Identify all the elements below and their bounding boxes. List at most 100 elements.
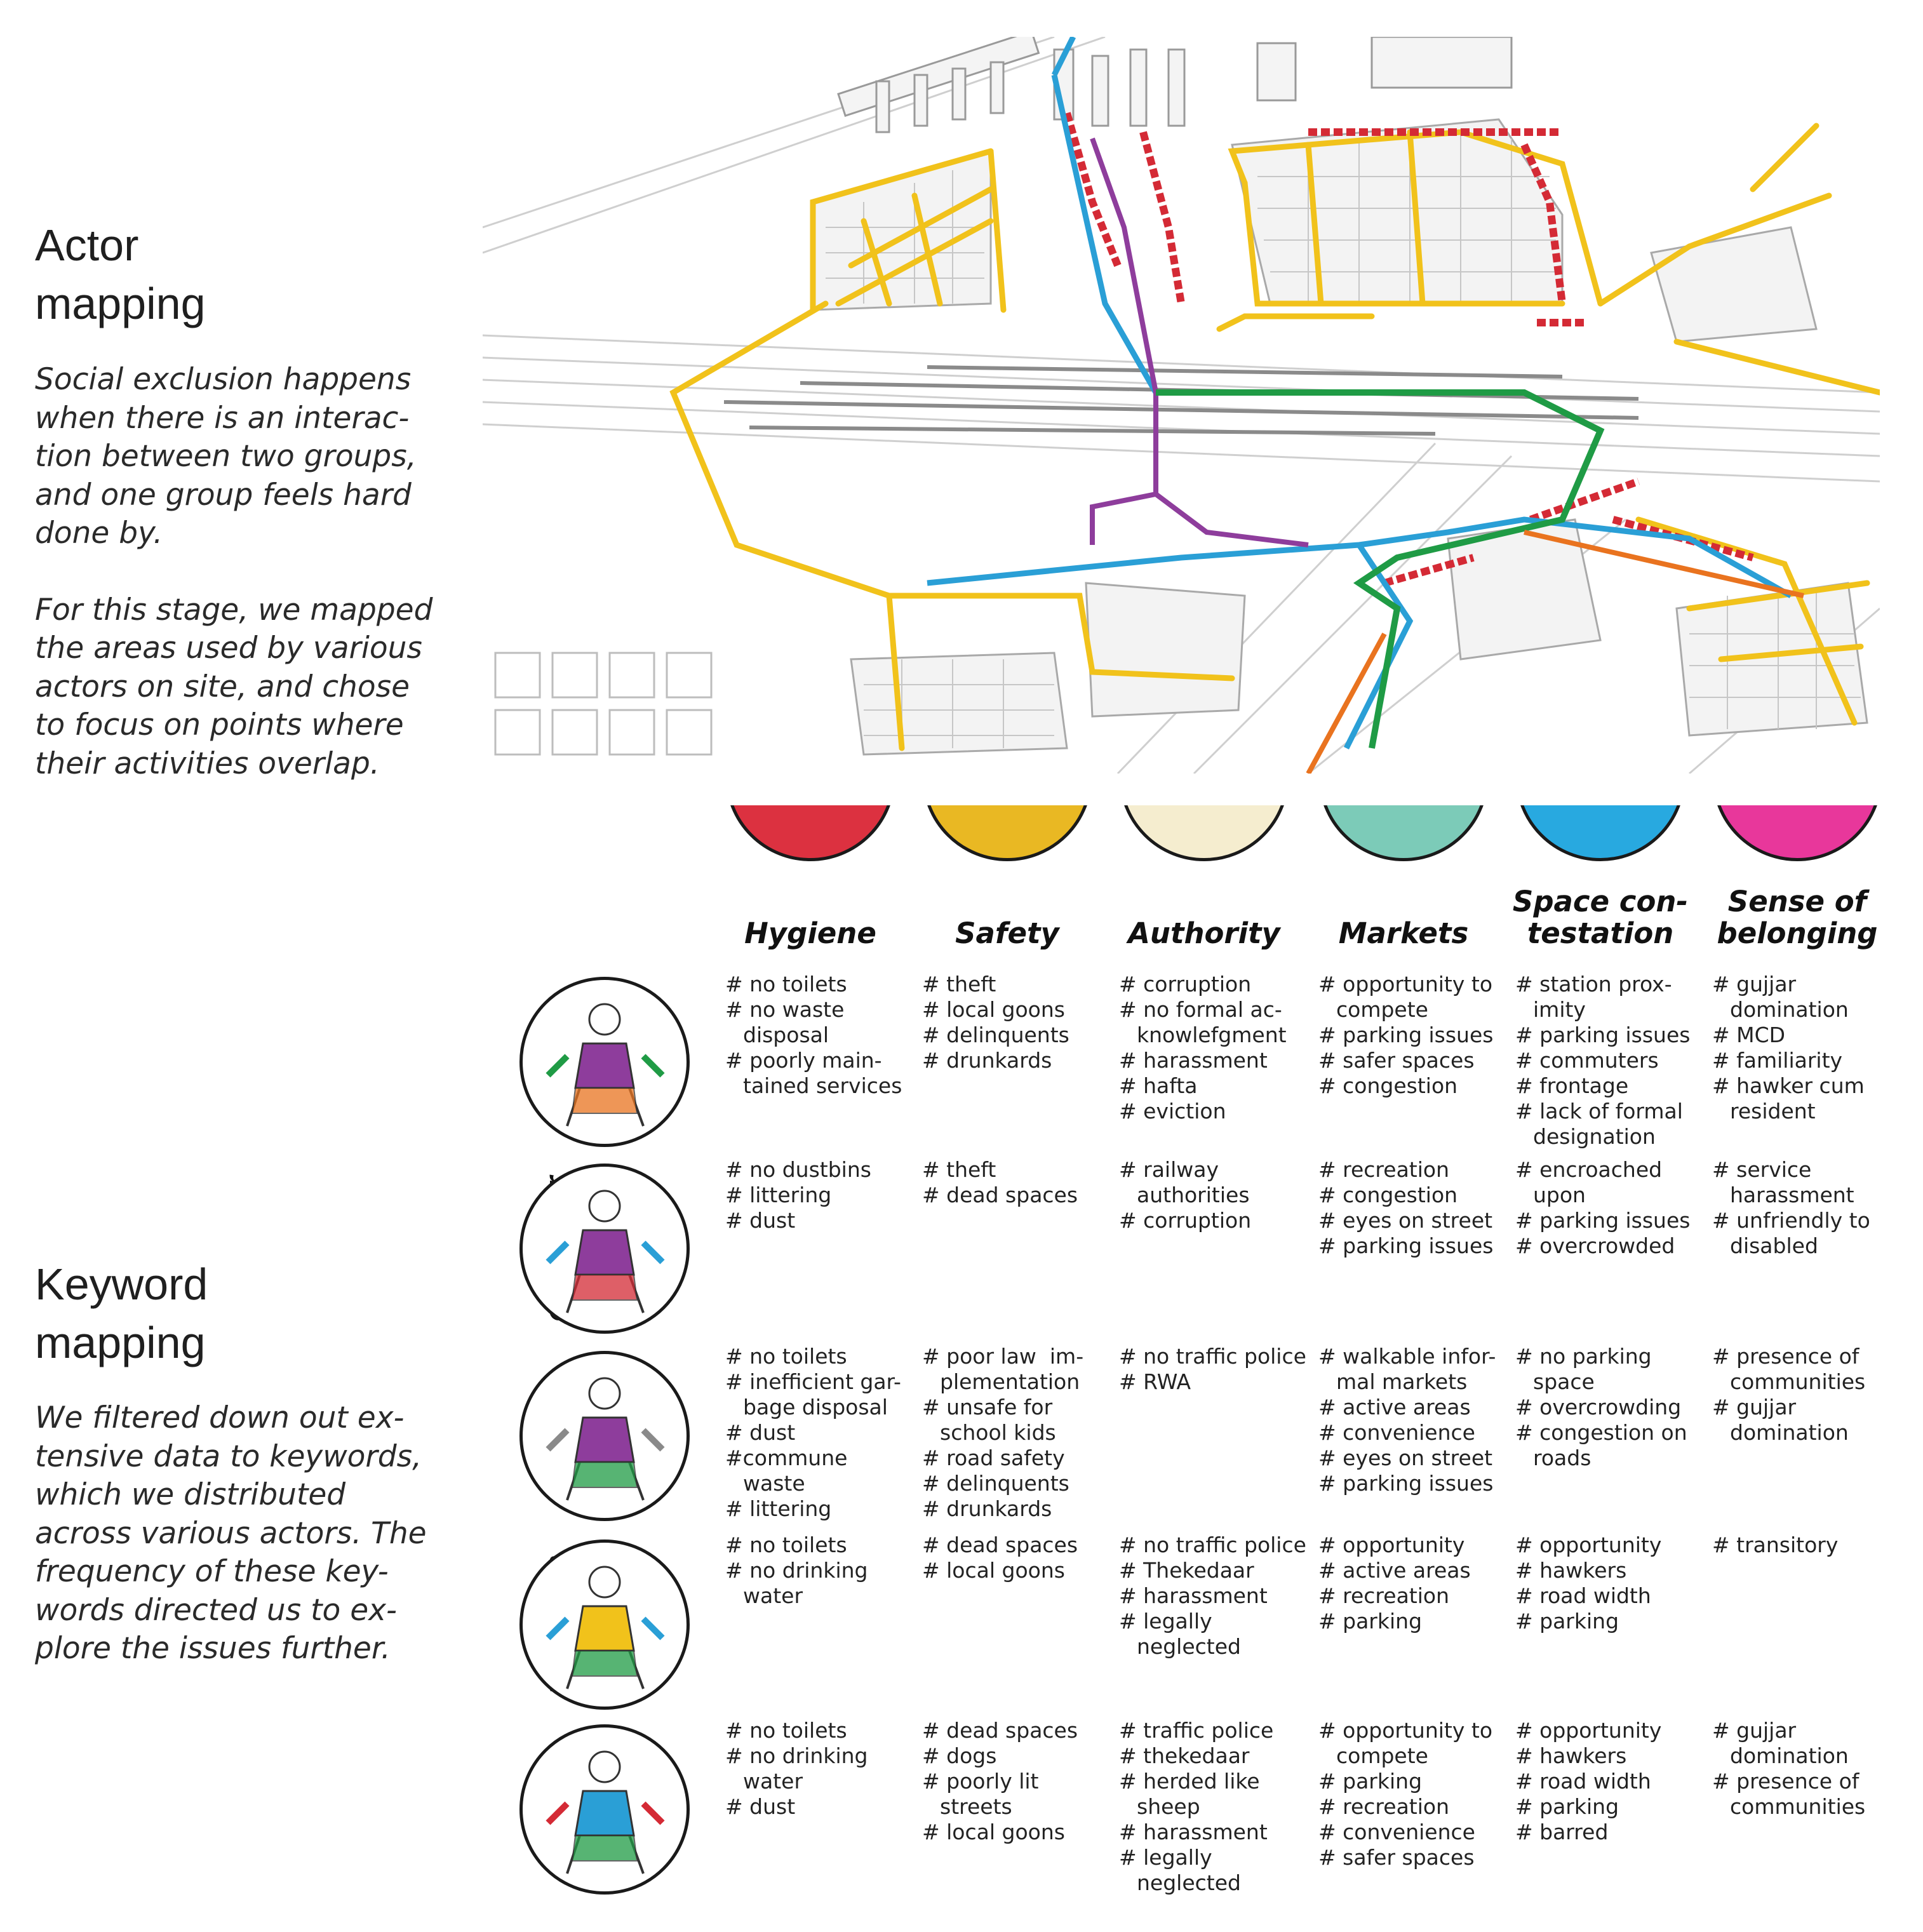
keyword-cell-commuter-3: # recreation # congestion # eyes on street… — [1318, 1157, 1509, 1259]
keyword-cell-commuter-0: # no dustbins # littering # dust — [725, 1157, 916, 1233]
keyword-cell-resident-0: # no toilets # inefficient gar-bage dispo… — [725, 1344, 916, 1522]
keyword-item: # theft — [922, 1157, 996, 1182]
keyword-cell-autowalla-4: # opportunity # hawkers # road width # park… — [1515, 1533, 1706, 1634]
keyword-para-1: We filtered down out ex-tensive data to … — [35, 1400, 427, 1666]
keyword-cell-rickshaw-3: # opportunity to compete # parking # recre… — [1318, 1718, 1509, 1870]
keyword-item: # poorly lit streets — [922, 1769, 1045, 1819]
keyword-item: # eyes on street — [1318, 1446, 1493, 1470]
keyword-cell-resident-4: # no parking space # overcrowding # conges… — [1515, 1344, 1706, 1471]
keyword-item: # road width — [1515, 1583, 1651, 1608]
keyword-mapping-description: We filtered down out ex-tensive data to … — [35, 1399, 441, 1707]
keyword-item: # transitory — [1712, 1533, 1839, 1557]
keyword-item: # service harassment — [1712, 1157, 1854, 1207]
category-circle — [922, 805, 1092, 861]
keyword-item: # no toilets — [725, 972, 847, 996]
keyword-item: # delinquents — [922, 1023, 1069, 1047]
keyword-item: # overcrowding — [1515, 1395, 1682, 1419]
keyword-item: # dust — [725, 1794, 796, 1819]
actor-portrait-autowalla — [519, 1540, 690, 1710]
actor-figure-icon — [546, 1003, 665, 1127]
category-swatch-3 — [1318, 805, 1489, 861]
orange-route — [1306, 530, 1804, 774]
keyword-item: # congestion — [1318, 1183, 1458, 1207]
actor-figure-icon — [546, 1566, 665, 1689]
keyword-item: # local goons — [922, 1558, 1065, 1583]
actor-para-1: Social exclusion happens when there is a… — [35, 362, 417, 551]
keyword-item: # recreation — [1318, 1794, 1450, 1819]
actor-portrait-rickshaw — [519, 1724, 690, 1895]
keyword-item: # drunkards — [922, 1048, 1052, 1073]
keyword-item: # opportunity to compete — [1318, 972, 1499, 1022]
keyword-item: # parking issues — [1515, 1023, 1691, 1047]
keyword-item: # harassment — [1119, 1583, 1268, 1608]
keyword-item: # parking — [1515, 1794, 1619, 1819]
keyword-item: # convenience — [1318, 1820, 1475, 1844]
keyword-item: # hafta — [1119, 1073, 1198, 1098]
space-contestation-route — [1051, 37, 1158, 394]
actor-mapping-title: Actor mapping — [35, 216, 206, 333]
keyword-item: # dogs — [922, 1743, 997, 1768]
keyword-item: # safer spaces — [1318, 1048, 1475, 1073]
keyword-item: # opportunity — [1318, 1533, 1465, 1557]
keyword-item: # encroached upon — [1515, 1157, 1669, 1207]
actor-figure-icon — [546, 1377, 665, 1501]
keyword-item: # gujjar domination — [1712, 972, 1849, 1022]
keyword-item: # parking issues — [1515, 1208, 1691, 1233]
keyword-item: # barred — [1515, 1820, 1609, 1844]
keyword-item: # inefficient gar-bage disposal — [725, 1369, 901, 1419]
markets-route — [1156, 389, 1605, 749]
keyword-item: # hawkers — [1515, 1558, 1627, 1583]
keyword-cell-resident-5: # presence of communities # gujjar domina… — [1712, 1344, 1903, 1446]
category-swatch-1 — [922, 805, 1092, 861]
hygiene-hotspots — [1063, 112, 1754, 587]
keyword-item: # no toilets — [725, 1533, 847, 1557]
keyword-cell-autowalla-1: # dead spaces # local goons — [922, 1533, 1113, 1583]
keyword-item: # no toilets — [725, 1718, 847, 1743]
keyword-cell-commuter-1: # theft # dead spaces — [922, 1157, 1113, 1208]
keyword-item: # dead spaces — [922, 1183, 1078, 1207]
category-title: Authority — [1128, 916, 1280, 950]
keyword-item: # station prox-imity — [1515, 972, 1672, 1022]
keyword-item: # dead spaces — [922, 1718, 1078, 1743]
keyword-item: # corruption — [1119, 972, 1252, 996]
keyword-item: # overcrowded — [1515, 1233, 1675, 1258]
keyword-item: # no traffic police — [1119, 1344, 1306, 1369]
actor-title-line1: Actor — [35, 220, 139, 270]
keyword-item: # familiarity — [1712, 1048, 1843, 1073]
authority-route — [1090, 137, 1309, 547]
keyword-item: # parking — [1318, 1609, 1423, 1633]
keyword-item: # dust — [725, 1420, 796, 1445]
keyword-item: # parking issues — [1318, 1023, 1494, 1047]
category-swatch-0 — [725, 805, 895, 861]
keyword-item: # lack of formal designation — [1515, 1099, 1690, 1149]
keyword-item: # harassment — [1119, 1048, 1268, 1073]
actor-para-2: For this stage, we mapped the areas used… — [35, 592, 433, 781]
keyword-item: # no dustbins — [725, 1157, 871, 1182]
keyword-cell-hawker-1: # theft # local goons # delinquents # drunk… — [922, 972, 1113, 1073]
keyword-title-line1: Keyword — [35, 1259, 208, 1309]
keyword-item: # no parking space — [1515, 1344, 1659, 1394]
keyword-item: # eyes on street — [1318, 1208, 1493, 1233]
category-swatch-4 — [1515, 805, 1685, 861]
category-circle — [1119, 805, 1289, 861]
category-circle — [725, 805, 895, 861]
keyword-cell-hawker-5: # gujjar domination # MCD # familiarity # h… — [1712, 972, 1903, 1124]
keyword-item: # active areas — [1318, 1395, 1471, 1419]
keyword-item: # drunkards — [922, 1496, 1052, 1521]
keyword-item: # no drinking water — [725, 1558, 874, 1608]
keyword-item: # presence of communities — [1712, 1344, 1866, 1394]
actor-site-map — [483, 37, 1880, 774]
keyword-cell-autowalla-0: # no toilets # no drinking water — [725, 1533, 916, 1609]
keyword-item: # hawker cum resident — [1712, 1073, 1872, 1124]
keyword-item: # dead spaces — [922, 1533, 1078, 1557]
keyword-item: # poor law im-plementation — [922, 1344, 1084, 1394]
keyword-item: # parking — [1515, 1609, 1619, 1633]
actor-portrait-hawker — [519, 977, 690, 1147]
keyword-item: # presence of communities — [1712, 1769, 1866, 1819]
actor-mapping-description: Social exclusion happens when there is a… — [35, 361, 441, 821]
keyword-mapping-title: Keyword mapping — [35, 1255, 208, 1372]
keyword-item: # MCD — [1712, 1023, 1786, 1047]
keyword-cell-resident-2: # no traffic police # RWA — [1119, 1344, 1310, 1395]
keyword-cell-hawker-2: # corruption # no formal ac-knowlefgment #… — [1119, 972, 1310, 1124]
keyword-item: # harassment — [1119, 1820, 1268, 1844]
